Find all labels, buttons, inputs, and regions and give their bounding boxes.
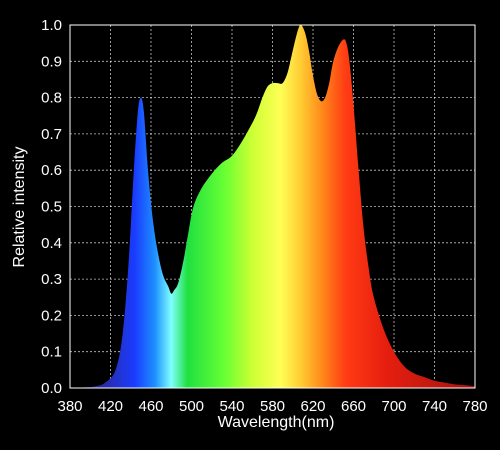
- x-tick-label: 500: [179, 398, 204, 415]
- y-tick-label: 1.0: [41, 17, 62, 34]
- x-tick-label: 540: [219, 398, 244, 415]
- x-tick-label: 460: [138, 398, 163, 415]
- y-tick-label: 0.2: [41, 307, 62, 324]
- y-tick-label: 0.8: [41, 90, 62, 107]
- x-tick-label: 620: [300, 398, 325, 415]
- x-tick-label: 660: [341, 398, 366, 415]
- y-tick-label: 0.5: [41, 199, 62, 216]
- x-tick-label: 380: [57, 398, 82, 415]
- y-tick-label: 0.6: [41, 162, 62, 179]
- y-tick-label: 0.1: [41, 344, 62, 361]
- y-tick-label: 0.7: [41, 126, 62, 143]
- x-tick-label: 780: [462, 398, 487, 415]
- x-tick-label: 700: [381, 398, 406, 415]
- spectrum-area: [70, 24, 475, 388]
- y-tick-label: 0.9: [41, 53, 62, 70]
- y-axis-ticks: 0.0 0.1 0.2 0.3 0.4 0.5 0.6 0.7 0.8 0.9 1.0: [41, 17, 62, 397]
- y-tick-label: 0.3: [41, 271, 62, 288]
- y-tick-label: 0.4: [41, 235, 62, 252]
- x-tick-label: 740: [422, 398, 447, 415]
- x-axis-ticks: 380 420 460 500 540 580 620 660 700 740 780: [57, 398, 487, 415]
- x-tick-label: 420: [98, 398, 123, 415]
- y-tick-label: 0.0: [41, 380, 62, 397]
- plot-frame: [69, 24, 476, 389]
- x-tick-label: 580: [260, 398, 285, 415]
- y-axis-label: Relative intensity: [11, 147, 28, 268]
- x-axis-label: Wavelength(nm): [218, 414, 335, 431]
